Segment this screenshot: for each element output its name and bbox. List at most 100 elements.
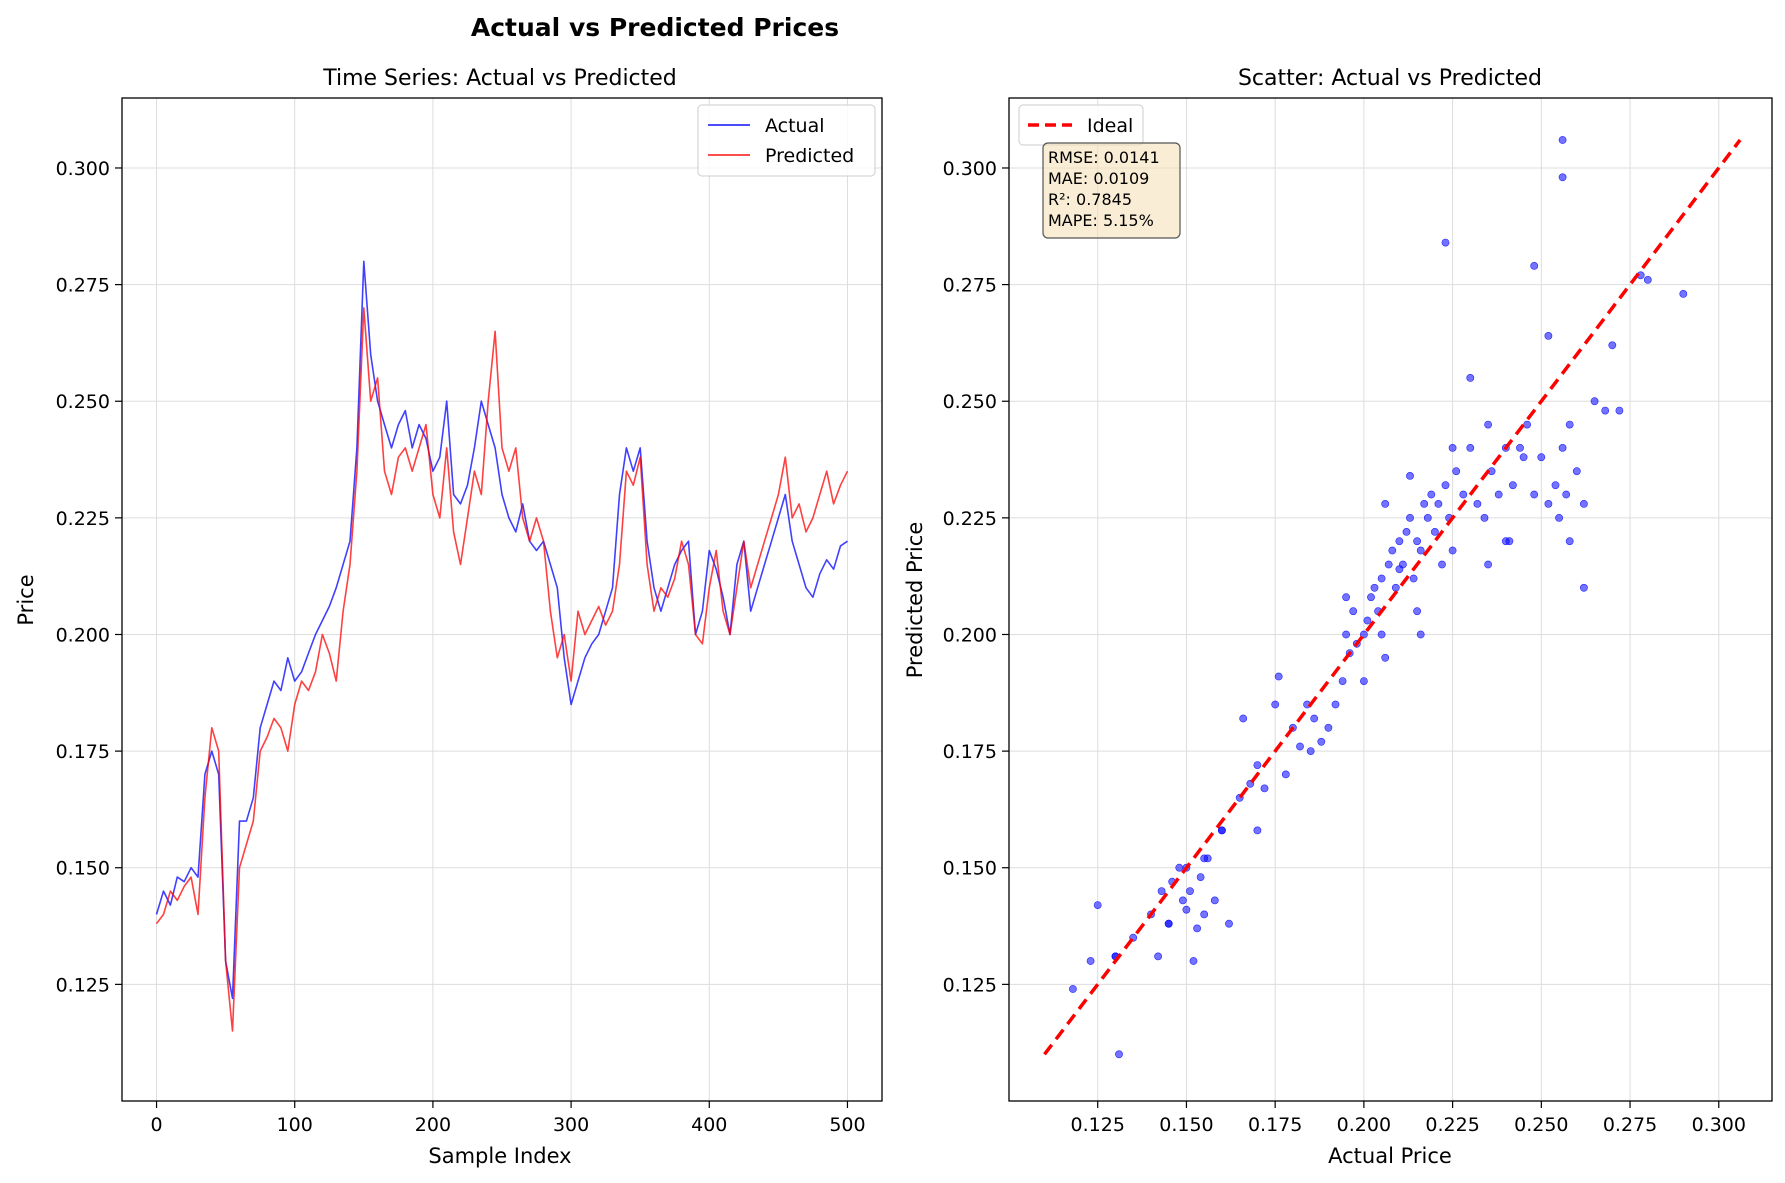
scatter-point: [1558, 136, 1567, 144]
sc-ytick-label: 0.125: [943, 974, 997, 996]
stat-mae: MAE: 0.0109: [1048, 169, 1149, 188]
scatter-legend: Ideal: [1018, 104, 1144, 146]
scatter-point: [1086, 957, 1095, 965]
scatter-point: [1210, 896, 1219, 905]
scatter-point: [1530, 490, 1539, 499]
scatter-point: [1306, 747, 1315, 755]
scatter-point: [1494, 490, 1503, 499]
scatter-frame: [1008, 97, 1773, 1102]
scatter-point: [1555, 514, 1563, 522]
time-series-lines: [155, 260, 849, 1032]
scatter-point: [1317, 737, 1326, 746]
sc-xtick-label: 0.150: [1159, 1114, 1213, 1136]
scatter-point: [1473, 499, 1482, 508]
scatter-point: [1115, 1050, 1123, 1059]
scatter-point: [1281, 770, 1290, 779]
scatter-point: [1565, 420, 1574, 429]
scatter-point: [1239, 714, 1248, 723]
scatter-point: [1310, 714, 1319, 723]
scatter-point: [1420, 499, 1429, 508]
scatter-point: [1509, 481, 1517, 490]
sc-xtick-label: 0.125: [1071, 1114, 1125, 1136]
sc-ytick-label: 0.150: [943, 858, 997, 880]
scatter-point: [1395, 537, 1404, 546]
scatter-title: Scatter: Actual vs Predicted: [1238, 66, 1542, 91]
scatter-point: [1274, 672, 1283, 681]
scatter-point: [1565, 537, 1574, 546]
sc-xtick-label: 0.275: [1603, 1114, 1657, 1136]
scatter-point: [1395, 565, 1404, 574]
scatter-point: [1388, 546, 1397, 555]
scatter-point: [1253, 761, 1262, 769]
ts-ytick-label: 0.250: [56, 391, 110, 413]
scatter-point: [1157, 887, 1166, 895]
scatter-point: [1271, 700, 1280, 709]
ts-xtick-label: 0: [150, 1114, 162, 1136]
scatter-point: [1441, 481, 1450, 490]
stats-box: RMSE: 0.0141 MAE: 0.0109 R²: 0.7845 MAPE…: [1042, 142, 1181, 239]
scatter-point: [1200, 854, 1209, 863]
scatter-point: [1200, 910, 1209, 919]
scatter-point: [1530, 261, 1539, 270]
scatter-point: [1615, 406, 1624, 415]
legend-actual-label: Actual: [765, 115, 825, 137]
scatter-point: [1186, 887, 1194, 895]
sc-xtick-label: 0.225: [1425, 1114, 1479, 1136]
scatter-point: [1360, 630, 1368, 639]
scatter-point: [1562, 490, 1571, 499]
scatter-point: [1448, 546, 1457, 555]
figure-suptitle: Actual vs Predicted Prices: [471, 13, 839, 42]
time-series-legend: Actual Predicted: [697, 104, 876, 177]
series-actual-line: [155, 260, 848, 1000]
scatter-point: [1367, 593, 1375, 602]
scatter-point: [1384, 560, 1393, 569]
scatter-point: [1431, 528, 1439, 536]
scatter-point: [1558, 173, 1567, 182]
sc-xtick-label: 0.250: [1514, 1114, 1568, 1136]
stats-box-background: [1042, 142, 1181, 239]
scatter-point: [1381, 499, 1390, 508]
scatter-point: [1423, 514, 1432, 522]
ts-xtick-label: 400: [691, 1114, 727, 1136]
ideal-line: [1043, 138, 1742, 1056]
ts-ytick-label: 0.125: [56, 974, 110, 996]
time-series-legend-box: [697, 104, 876, 177]
sc-ytick-label: 0.250: [943, 391, 997, 413]
ts-ytick-label: 0.275: [56, 275, 110, 297]
scatter-point: [1441, 238, 1450, 247]
scatter-point: [1182, 905, 1191, 914]
time-series-panel: Time Series: Actual vs Predicted 0 100 200…: [14, 66, 883, 1168]
scatter-point: [1260, 784, 1269, 793]
scatter-point: [1551, 481, 1560, 490]
scatter-point: [1601, 406, 1610, 415]
scatter-point: [1331, 700, 1340, 709]
scatter-point: [1406, 514, 1414, 522]
scatter-point: [1452, 467, 1461, 476]
sc-ytick-label: 0.275: [943, 275, 997, 297]
scatter-point: [1349, 607, 1358, 616]
scatter-point: [1427, 490, 1436, 499]
stat-rmse: RMSE: 0.0141: [1048, 148, 1160, 167]
scatter-point: [1434, 499, 1443, 508]
scatter-ideal-layer: [1043, 138, 1742, 1056]
sc-ytick-label: 0.300: [943, 158, 997, 180]
scatter-point: [1537, 453, 1546, 462]
scatter-point: [1558, 443, 1567, 452]
scatter-point: [1413, 537, 1421, 546]
time-series-xlabel: Sample Index: [428, 1144, 571, 1168]
scatter-point: [1218, 826, 1226, 835]
ts-ytick-label: 0.225: [56, 508, 110, 530]
scatter-point: [1069, 985, 1077, 993]
scatter-grid: [1009, 98, 1772, 1101]
scatter-points: [1069, 136, 1688, 1059]
scatter-panel: Scatter: Actual vs Predicted 0.125 0.150 0…: [903, 66, 1773, 1168]
time-series-ylabel: Price: [14, 574, 38, 625]
scatter-point: [1501, 537, 1510, 546]
scatter-point: [1643, 275, 1652, 284]
scatter-point: [1484, 420, 1492, 429]
scatter-point: [1406, 471, 1414, 480]
scatter-point: [1466, 443, 1475, 452]
scatter-point: [1409, 574, 1418, 583]
